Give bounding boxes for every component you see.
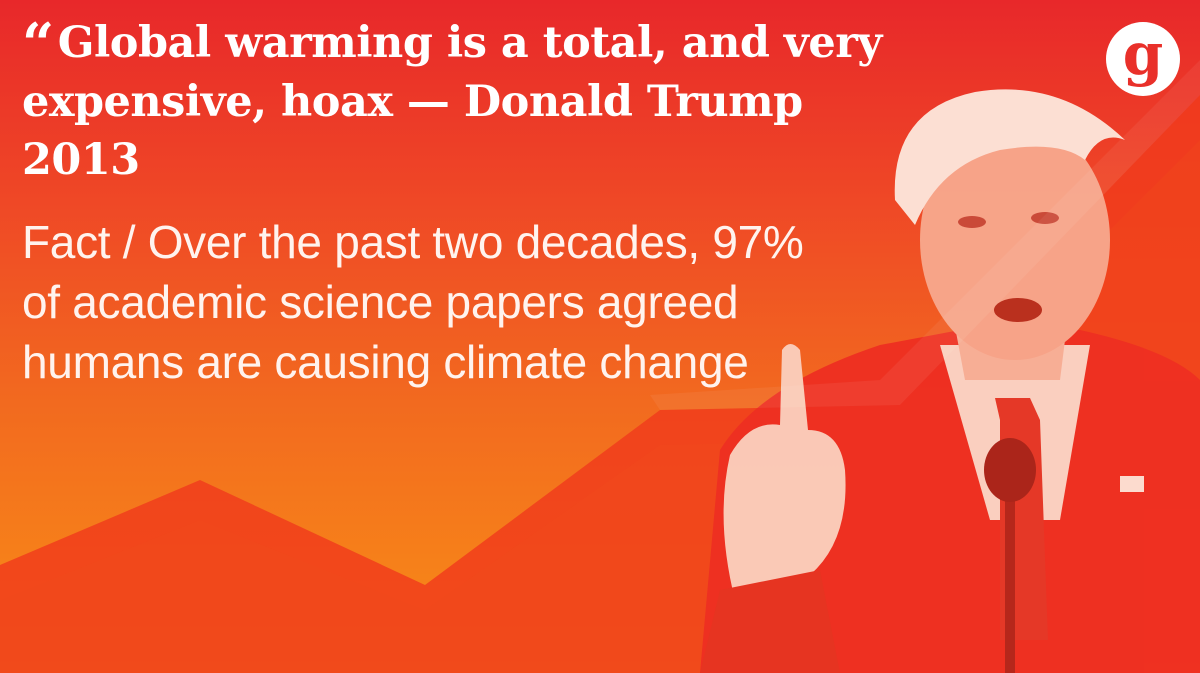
mouth	[994, 298, 1042, 322]
microphone-head	[984, 438, 1036, 502]
flag-pin	[1120, 476, 1144, 492]
sleeve	[700, 570, 840, 673]
fact-statement: Fact / Over the past two decades, 97% of…	[22, 216, 804, 388]
eye-right	[1031, 212, 1059, 224]
tie	[995, 398, 1048, 640]
overlay-band	[650, 60, 1200, 410]
guardian-logo-icon: g	[1106, 22, 1180, 96]
microphone-stem	[1005, 470, 1015, 673]
raised-hand	[723, 344, 846, 600]
face	[920, 120, 1110, 360]
logo-letter: g	[1122, 20, 1164, 88]
speaker-photo	[700, 89, 1200, 673]
hair	[894, 89, 1125, 225]
eye-left	[958, 216, 986, 228]
headline-quote: “Global warming is a total, and very exp…	[22, 14, 902, 189]
quote-mark-icon: “	[22, 11, 54, 77]
headline-text: Global warming is a total, and very expe…	[22, 18, 882, 185]
